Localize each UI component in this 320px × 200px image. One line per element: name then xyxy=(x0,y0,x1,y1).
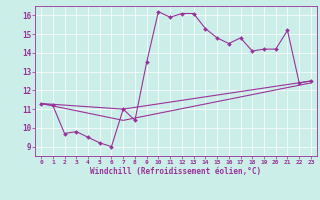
X-axis label: Windchill (Refroidissement éolien,°C): Windchill (Refroidissement éolien,°C) xyxy=(91,167,261,176)
